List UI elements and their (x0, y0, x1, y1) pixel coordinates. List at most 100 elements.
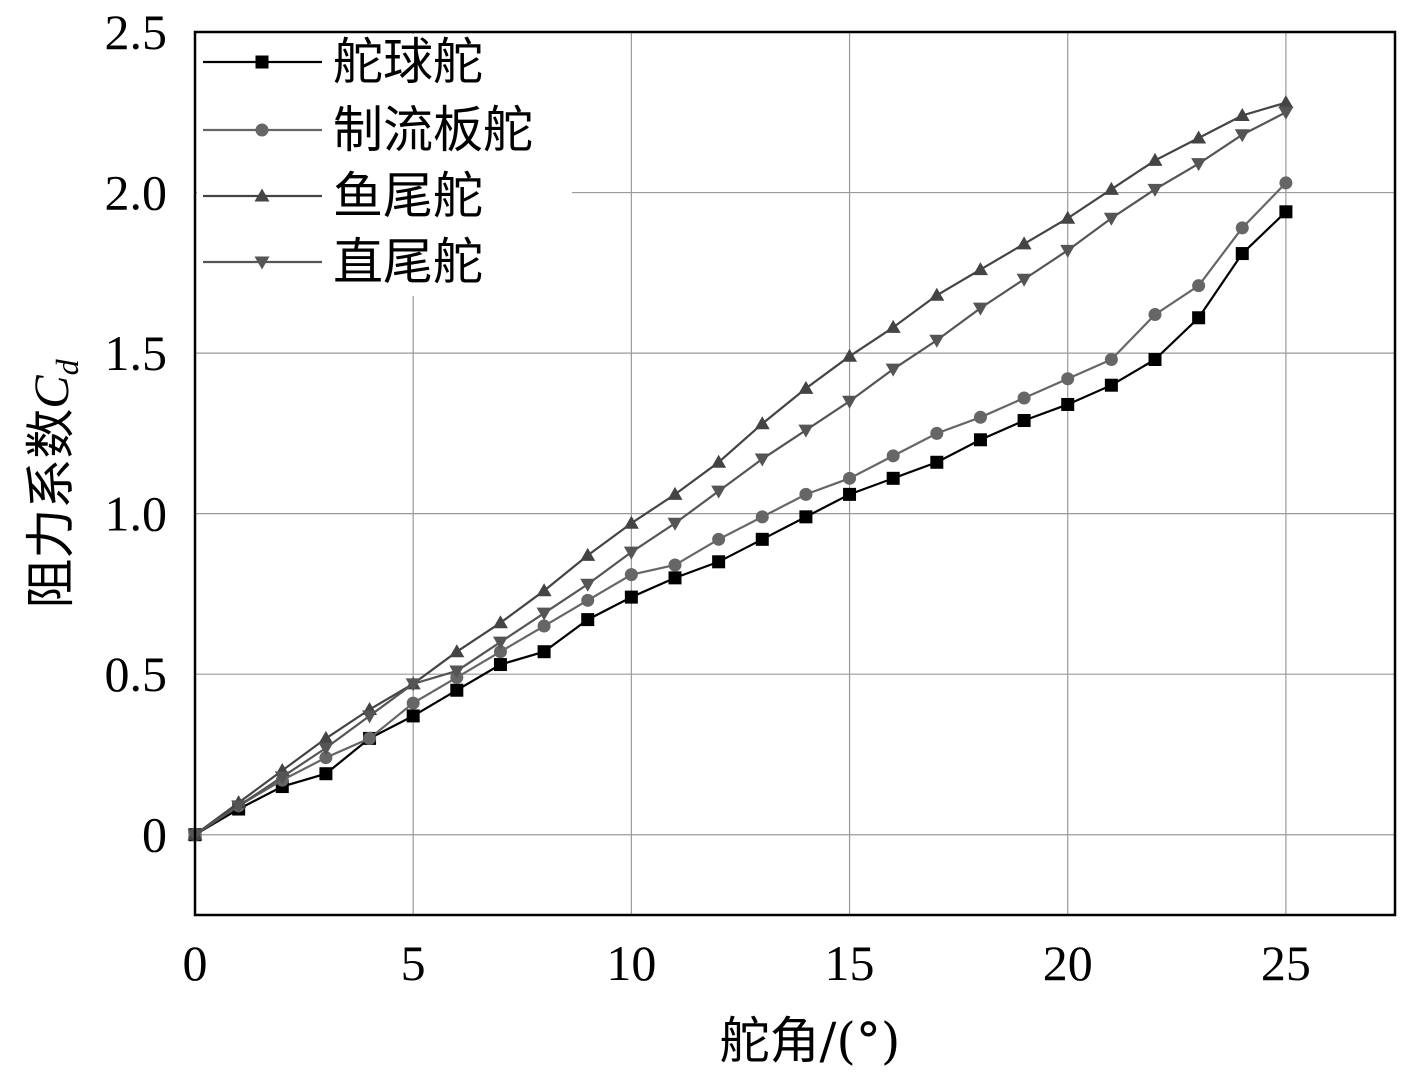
series-line (194, 101, 1287, 836)
data-point (1147, 152, 1163, 166)
data-point (885, 363, 901, 377)
data-point (1016, 273, 1032, 287)
data-point (1061, 397, 1075, 411)
data-point (623, 546, 639, 560)
data-point (667, 517, 683, 531)
series-layer (187, 95, 1294, 843)
data-point (799, 487, 813, 501)
data-point (319, 767, 333, 781)
data-point (1017, 391, 1031, 405)
data-point (886, 449, 900, 463)
data-point (1279, 176, 1293, 190)
data-point (712, 555, 726, 569)
data-point (1060, 210, 1076, 224)
data-point (624, 590, 638, 604)
data-point (1104, 353, 1118, 367)
data-point (885, 319, 901, 333)
data-point (842, 348, 858, 362)
data-point (1192, 279, 1206, 293)
data-point (492, 636, 508, 650)
x-tick-label: 5 (401, 935, 426, 991)
data-point (623, 515, 639, 529)
legend-label: 制流板舵 (333, 101, 533, 159)
data-point (537, 619, 551, 633)
data-point (449, 644, 465, 658)
data-point (930, 426, 944, 440)
data-point (536, 607, 552, 621)
data-point (318, 730, 334, 744)
data-point (492, 615, 508, 629)
legend-item: 鱼尾舵 (203, 167, 483, 225)
data-point (754, 453, 770, 467)
y-tick-label: 0.5 (105, 646, 168, 702)
data-point (1234, 107, 1250, 121)
data-point (581, 593, 595, 607)
data-point (1279, 205, 1293, 219)
y-tick-label: 2.0 (105, 165, 168, 221)
data-point (536, 583, 552, 597)
data-point (711, 454, 727, 468)
data-point (798, 424, 814, 438)
data-point (1147, 183, 1163, 197)
data-point (318, 742, 334, 756)
data-point (537, 645, 551, 659)
data-point (624, 568, 638, 582)
data-point (1191, 130, 1207, 144)
data-point (972, 302, 988, 316)
legend-label: 直尾舵 (333, 233, 483, 291)
data-point (1148, 353, 1162, 367)
x-tick-label: 0 (183, 935, 208, 991)
data-point (1191, 158, 1207, 172)
data-point (580, 547, 596, 561)
data-point (406, 696, 420, 710)
data-point (406, 709, 420, 723)
data-point (972, 262, 988, 276)
data-point (755, 532, 769, 546)
x-tick-labels: 0 5 10 15 20 25 (183, 935, 1311, 991)
legend-item: 舵球舵 (203, 33, 483, 91)
legend-item: 制流板舵 (203, 101, 533, 159)
data-point (449, 665, 465, 679)
y-axis-title: 阻力系数Cd (22, 358, 85, 608)
data-point (580, 578, 596, 592)
legend-label: 舵球舵 (333, 33, 483, 91)
y-tick-label: 2.5 (105, 4, 168, 60)
data-point (712, 532, 726, 546)
data-point (973, 410, 987, 424)
x-tick-label: 15 (825, 935, 875, 991)
x-tick-label: 25 (1261, 935, 1311, 991)
data-point (711, 485, 727, 499)
series-line (194, 211, 1287, 836)
data-point (1235, 247, 1249, 261)
legend-marker (254, 256, 270, 270)
data-point (363, 731, 377, 745)
data-point (1016, 236, 1032, 250)
data-point (843, 471, 857, 485)
y-tick-label: 1.0 (105, 486, 168, 542)
y-tick-label: 0 (142, 807, 167, 863)
data-point (754, 416, 770, 430)
data-point (319, 751, 333, 765)
x-tick-label: 20 (1043, 935, 1093, 991)
plot-frame (193, 30, 1397, 917)
data-point (843, 487, 857, 501)
legend-background (197, 34, 572, 296)
data-point (1234, 129, 1250, 143)
data-point (973, 433, 987, 447)
data-point (231, 800, 247, 814)
data-point (1104, 378, 1118, 392)
data-point (668, 571, 682, 585)
legend-marker (255, 123, 269, 137)
data-point (1192, 311, 1206, 325)
data-point (667, 486, 683, 500)
data-point (668, 558, 682, 572)
data-point (886, 471, 900, 485)
series-4 (187, 106, 1294, 843)
data-point (362, 710, 378, 724)
data-point (450, 683, 464, 697)
legend-label: 鱼尾舵 (333, 167, 483, 225)
x-tick-label: 10 (606, 935, 656, 991)
data-point (929, 334, 945, 348)
